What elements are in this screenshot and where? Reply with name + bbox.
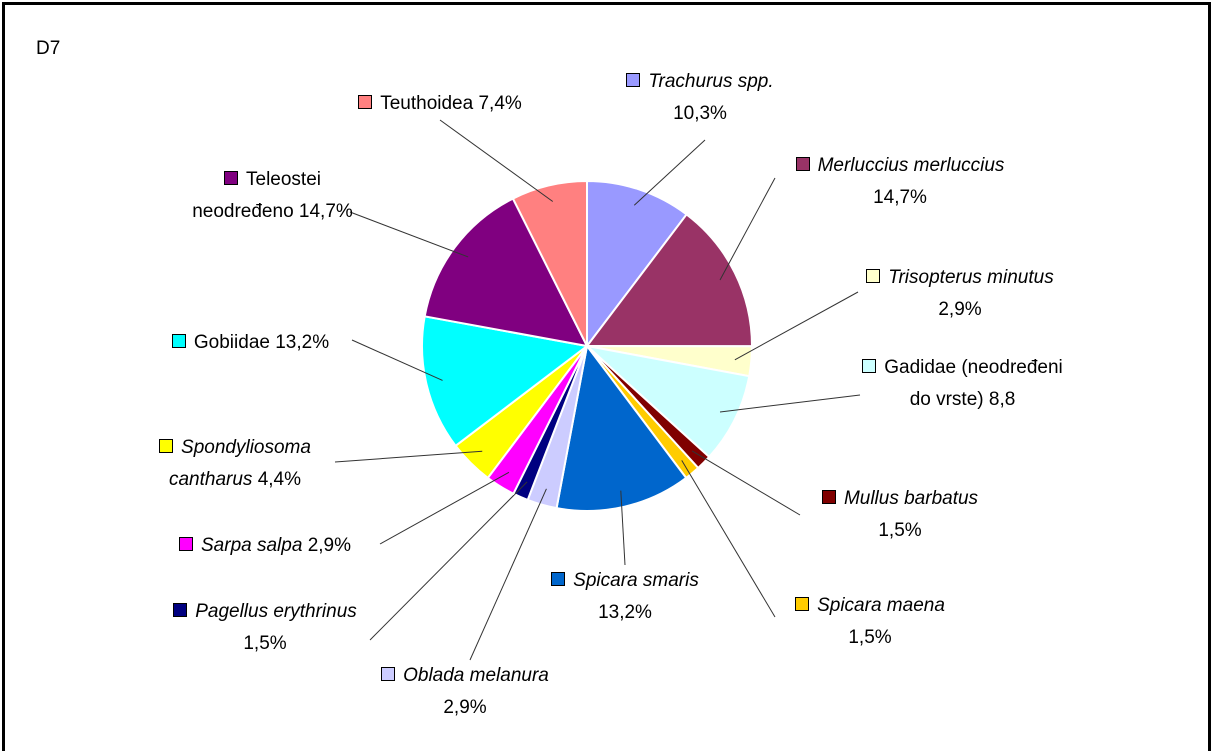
legend-swatch — [381, 667, 396, 681]
category-label: Trachurus spp. — [648, 71, 774, 92]
legend-swatch — [551, 572, 566, 586]
category-label: Trisopterus minutus — [888, 267, 1054, 288]
leader-line — [334, 450, 483, 463]
value-label: 2,9% — [443, 697, 487, 718]
data-label: Merluccius merluccius 14,7% — [780, 150, 1020, 214]
value-label: 1,5% — [848, 627, 892, 648]
pie-slice — [421, 315, 590, 448]
value-label: 2,9% — [307, 535, 351, 556]
value-label: 8,8 — [988, 389, 1016, 410]
leader-line — [349, 211, 469, 258]
leader-line — [681, 460, 776, 618]
data-label: Gobiidae 13,2% — [148, 327, 353, 359]
data-label: Mullus barbatus 1,5% — [800, 483, 1000, 547]
leader-line — [351, 339, 443, 381]
leader-line — [369, 481, 528, 641]
value-label: 13,2% — [275, 332, 330, 353]
pie-slice — [583, 344, 751, 459]
category-label: Gobiidae — [193, 332, 270, 353]
legend-swatch — [179, 537, 193, 551]
legend-swatch — [173, 603, 188, 617]
pie-slice — [423, 197, 589, 348]
legend-swatch — [795, 157, 810, 171]
legend-swatch — [358, 95, 373, 109]
value-label: 2,9% — [938, 299, 982, 320]
legend-swatch — [224, 171, 238, 185]
legend-swatch — [821, 490, 836, 504]
data-label: Oblada melanura 2,9% — [360, 660, 570, 724]
legend-swatch — [626, 73, 641, 87]
leader-line — [719, 394, 861, 413]
data-label: Trisopterus minutus 2,9% — [860, 262, 1060, 326]
data-label: Gadidae (neodređeni do vrste) 8,8 — [860, 352, 1065, 416]
pie-slice — [584, 213, 754, 348]
category-label: Merluccius merluccius — [817, 155, 1005, 176]
leader-line — [469, 488, 547, 661]
category-label: Gadidae (neodređeni do vrste) — [884, 357, 1063, 410]
category-label: Spicara maena — [817, 595, 945, 616]
category-label: Oblada melanura — [403, 665, 549, 686]
data-label: Sarpa salpa 2,9% — [145, 530, 385, 562]
pie-slice — [555, 343, 688, 512]
leader-line — [719, 177, 776, 281]
category-label: Teleostei neodređeno — [192, 169, 321, 222]
chart-title: D7 — [36, 38, 61, 59]
leader-line — [620, 490, 626, 566]
data-label: Pagellus erythrinus 1,5% — [160, 596, 370, 660]
legend-swatch — [866, 269, 881, 283]
data-label: Spicara smaris 13,2% — [530, 565, 720, 629]
leader-line — [734, 291, 859, 361]
value-label: 4,4% — [257, 469, 302, 490]
category-label: Spondyliosoma cantharus — [168, 437, 311, 490]
data-label: Teuthoidea 7,4% — [335, 88, 545, 120]
category-label: Teuthoidea — [380, 93, 474, 114]
leader-line — [439, 119, 554, 202]
leader-line — [691, 450, 801, 516]
data-label: Trachurus spp. 10,3% — [615, 66, 785, 130]
value-label: 14,7% — [873, 187, 927, 208]
value-label: 14,7% — [298, 201, 353, 222]
value-label: 13,2% — [598, 602, 652, 623]
legend-swatch — [862, 359, 877, 373]
category-label: Pagellus erythrinus — [195, 601, 357, 622]
category-label: Spicara smaris — [573, 570, 699, 591]
value-label: 10,3% — [673, 103, 727, 124]
value-label: 7,4% — [478, 93, 522, 114]
data-label: Spicara maena 1,5% — [780, 590, 960, 654]
data-label: Teleostei neodređeno 14,7% — [185, 164, 360, 228]
pie-slice — [511, 179, 588, 347]
leader-line — [379, 471, 510, 545]
pie-slice — [586, 179, 688, 349]
category-label: Sarpa salpa — [201, 535, 303, 556]
data-label: Spondyliosoma cantharus 4,4% — [130, 432, 340, 496]
leader-line — [633, 139, 706, 206]
value-label: 1,5% — [243, 633, 287, 654]
category-label: Mullus barbatus — [843, 488, 979, 509]
legend-swatch — [795, 597, 810, 611]
legend-swatch — [171, 334, 186, 348]
value-label: 1,5% — [878, 520, 922, 541]
legend-swatch — [159, 439, 174, 453]
